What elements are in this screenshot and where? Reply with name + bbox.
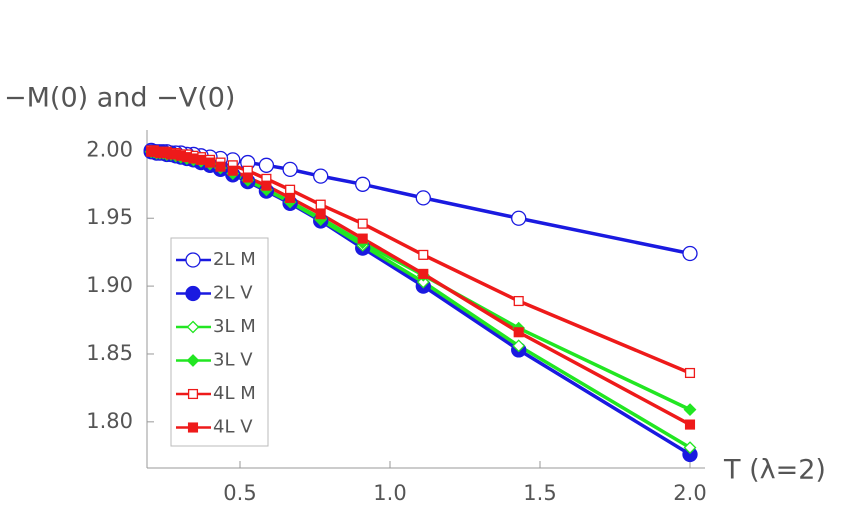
marker xyxy=(415,190,431,206)
marker xyxy=(187,422,199,433)
legend-box xyxy=(170,237,269,447)
marker xyxy=(186,320,200,334)
marker xyxy=(418,268,429,279)
marker xyxy=(187,388,199,400)
marker xyxy=(513,295,524,307)
marker xyxy=(355,176,371,192)
x-tick-label: 1.0 xyxy=(373,481,406,505)
marker xyxy=(512,339,526,353)
marker xyxy=(315,199,326,210)
marker xyxy=(684,419,696,430)
x-tick-label: 1.5 xyxy=(523,481,556,505)
marker xyxy=(186,354,200,367)
marker xyxy=(215,161,226,172)
y-tick-label: 1.85 xyxy=(86,341,133,365)
marker xyxy=(285,184,296,195)
legend-label: 2L M xyxy=(213,249,256,270)
marker xyxy=(683,441,697,455)
marker xyxy=(357,218,368,229)
marker xyxy=(146,146,157,157)
marker xyxy=(313,168,329,184)
marker xyxy=(513,327,524,338)
legend-label: 3L V xyxy=(213,350,253,371)
marker xyxy=(227,165,238,176)
marker xyxy=(185,285,201,302)
marker xyxy=(258,157,275,173)
marker xyxy=(511,210,527,226)
marker xyxy=(683,403,697,417)
legend-label: 2L V xyxy=(213,283,253,304)
marker xyxy=(315,209,326,220)
marker xyxy=(684,367,696,379)
x-tick-label: 2.0 xyxy=(673,481,706,505)
marker xyxy=(261,180,272,191)
chart-title: −M(0) and −V(0) xyxy=(4,83,235,114)
legend: 2L M 2L V 3L M 3L V 4L M 4L V xyxy=(170,237,269,447)
y-tick-label: 2.00 xyxy=(86,137,133,161)
marker xyxy=(204,157,216,168)
legend-label: 4L M xyxy=(213,383,256,404)
marker xyxy=(185,252,201,268)
marker xyxy=(682,245,698,262)
marker xyxy=(282,161,298,178)
y-tick-label: 1.95 xyxy=(86,205,133,229)
x-axis-label: T (λ=2) xyxy=(723,455,826,486)
marker xyxy=(285,192,296,203)
x-tick-label: 0.5 xyxy=(223,481,256,505)
marker xyxy=(242,172,253,183)
marker xyxy=(418,249,429,260)
y-tick-label: 1.80 xyxy=(86,409,133,433)
y-tick-label: 1.90 xyxy=(86,273,133,297)
legend-label: 4L V xyxy=(213,417,253,438)
legend-label: 3L M xyxy=(213,316,256,337)
marker xyxy=(357,233,368,244)
marker xyxy=(416,275,430,289)
